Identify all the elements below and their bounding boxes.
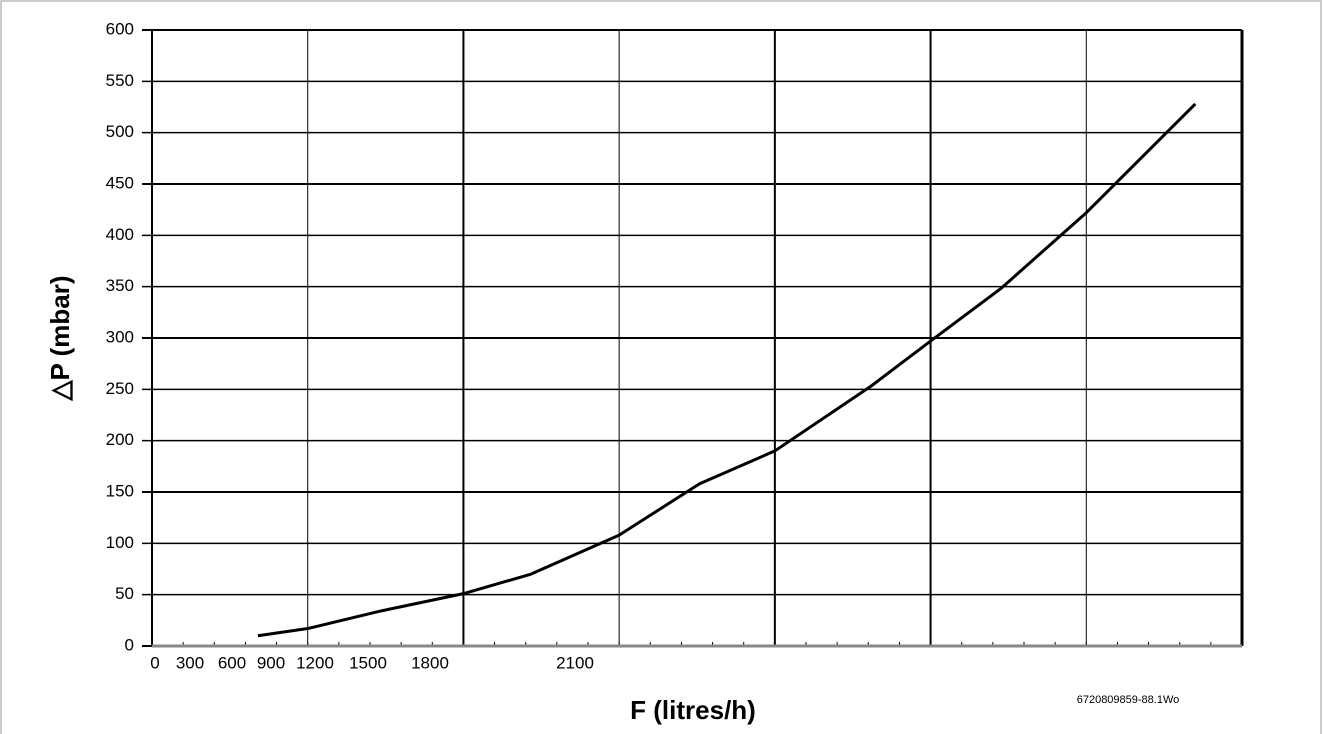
x-tick-label: 0 [150,653,159,672]
y-tick-label: 450 [106,173,134,192]
curve [257,102,1197,638]
y-tick-label: 300 [106,327,134,346]
y-tick-label: 600 [106,19,134,38]
x-tick-label: 2100 [556,653,594,672]
y-tick-label: 550 [106,71,134,90]
y-tick-label: 350 [106,276,134,295]
y-tick-label: 100 [106,533,134,552]
y-tick-label: 400 [106,225,134,244]
x-axis-label: F (litres/h) [630,695,756,725]
y-tick-label: 500 [106,122,134,141]
figure-code: 6720809859-88.1Wo [1077,694,1180,706]
y-tick-label: 0 [125,635,134,654]
y-tick-label: 250 [106,379,134,398]
y-tick-label: 150 [106,481,134,500]
x-tick-label: 900 [257,653,285,672]
x-tick-label: 1200 [296,653,334,672]
y-tick-label: 50 [115,584,134,603]
x-tick-label: 1800 [411,653,449,672]
y-tick-label: 200 [106,430,134,449]
x-tick-label: 600 [218,653,246,672]
x-tick-label: 300 [176,653,204,672]
y-axis-label: △P (mbar) [45,276,75,402]
x-tick-label: 1500 [349,653,387,672]
